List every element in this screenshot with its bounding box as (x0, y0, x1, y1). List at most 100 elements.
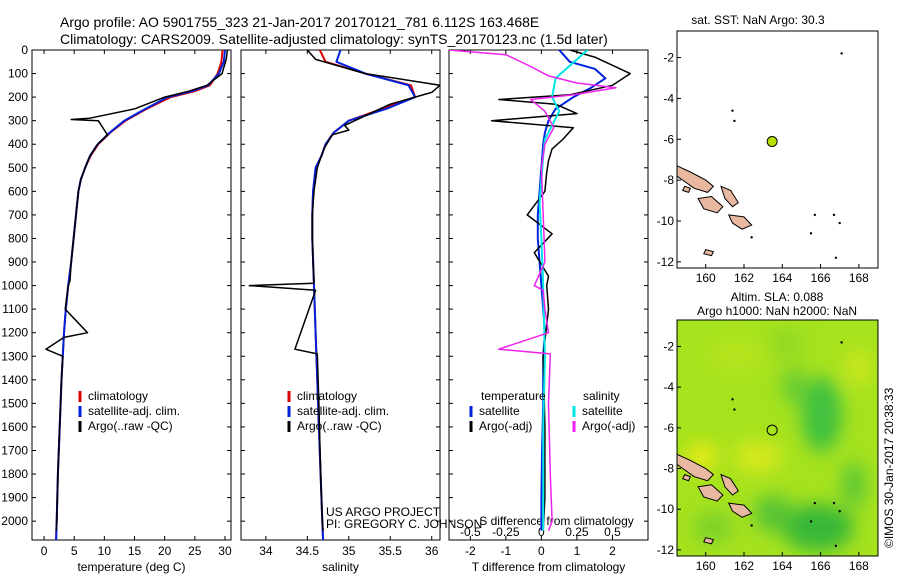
temperature-argo-adj-line (490, 50, 631, 531)
x2-tick-label: 0.5 (604, 525, 621, 539)
temperature-satellite-line (536, 50, 607, 531)
y-tick-label: 100 (8, 67, 28, 81)
x-tick-label: 35.5 (379, 544, 403, 558)
y-tick-label: -8 (663, 462, 674, 476)
islet-dot (834, 256, 838, 259)
x-tick-label: 162 (734, 271, 754, 285)
islet-dot (813, 501, 817, 505)
islet-dot (840, 52, 843, 55)
temperature-panel: 0 5 10 15 20 25 300100200300400500600700800900… (1, 43, 232, 574)
island-shape (703, 249, 715, 257)
islet-dot (840, 341, 843, 344)
sla-field (677, 320, 878, 556)
x-tick-label: 34 (259, 544, 273, 558)
legend-label: climatology (88, 389, 148, 403)
y-tick-label: 1900 (1, 491, 28, 505)
title-line-1: Argo profile: AO 5901755_323 21-Jan-2017… (60, 14, 540, 30)
salinity-panel: 34 34.5 35 35.5 36 salinity climatologysatelli… (240, 49, 441, 574)
y-tick-label: 400 (8, 137, 28, 151)
islet-dot (733, 119, 736, 123)
x2-tick-label: -0.5 (460, 525, 481, 539)
sla-map-panel: 160 162 164 166 168 -2 -4 -6 -8 -10 -12 Altim. SLA:… (657, 290, 879, 573)
argo-float-marker (766, 136, 778, 148)
x-tick-label: 10 (98, 544, 112, 558)
islet-dot (834, 544, 838, 548)
salinity-argo-adj-line (449, 50, 617, 531)
x-tick-label: 164 (772, 271, 792, 285)
y-tick-label: 700 (8, 208, 28, 222)
satellite-adj-clim-line (311, 50, 417, 540)
x-tick-label: 34.5 (296, 544, 320, 558)
islet-dot (809, 520, 813, 523)
legend-label: Argo(-adj) (479, 419, 532, 433)
island-shape (703, 537, 715, 545)
y-tick-label: -2 (663, 51, 674, 65)
y-tick-label: 0 (21, 43, 28, 57)
y-tick-label: -4 (663, 380, 674, 394)
islet-dot (731, 398, 734, 401)
y-tick-label: 300 (8, 114, 28, 128)
satellite-adj-clim-line (55, 50, 226, 540)
x-tick-label: 164 (772, 559, 792, 573)
x-tick-label: 2 (609, 544, 616, 558)
climatology-line (55, 50, 224, 540)
legend-label: satellite (582, 404, 623, 418)
argo-raw-qc-line (45, 50, 229, 531)
island-shape (697, 195, 724, 214)
islet-dot (813, 213, 817, 217)
islet-dot (809, 232, 813, 235)
y-tick-label: -4 (663, 91, 674, 105)
x-tick-label: 20 (158, 544, 172, 558)
x-tick-label: 36 (425, 544, 439, 558)
series-group (45, 50, 229, 540)
island-shape (682, 473, 692, 482)
y-tick-label: 2000 (1, 514, 28, 528)
credit-line-2: PI: GREGORY C. JOHNSON (326, 517, 482, 531)
copyright-label: ©IMOS 30-Jan-2017 20:38:33 (882, 387, 896, 548)
islet-dot (832, 213, 836, 217)
y-tick-label: 200 (8, 90, 28, 104)
argo-float-marker (766, 424, 778, 436)
x-tick-label: 15 (128, 544, 142, 558)
legend-label: Argo(-adj) (582, 419, 635, 433)
x-tick-label: 30 (218, 544, 232, 558)
sla-map-subtitle: Argo h1000: NaN h2000: NaN (697, 304, 857, 318)
island-shape (720, 473, 739, 496)
argo-raw-qc-line (248, 50, 440, 531)
y-tick-label: 600 (8, 184, 28, 198)
x-tick-label: 5 (71, 544, 78, 558)
x2-tick-label: -0.25 (492, 525, 520, 539)
y-tick-label: 1600 (1, 420, 28, 434)
y-tick-label: -2 (663, 339, 674, 353)
legend-label: satellite (479, 404, 520, 418)
islet-dot (750, 236, 753, 239)
y-tick-label: 1000 (1, 279, 28, 293)
x-tick-label: 25 (188, 544, 202, 558)
x-tick-label: 0 (41, 544, 48, 558)
x-tick-label: 1 (574, 544, 581, 558)
difference-panel: -2 -1 0 1 2 -0.5 -0.25 0 0.25 0.5S difference fro… (448, 49, 649, 574)
x2-tick-label: 0 (538, 525, 545, 539)
legend-label: satellite-adj. clim. (297, 404, 389, 418)
y-tick-label: 1700 (1, 443, 28, 457)
sla-map-title: Altim. SLA: 0.088 (731, 290, 824, 304)
x2-axis-label: S difference from climatology (479, 514, 634, 528)
x-tick-label: 166 (811, 559, 831, 573)
island-shape (720, 185, 739, 208)
x-axis-label: temperature (deg C) (77, 560, 185, 574)
island-shape (727, 502, 753, 518)
y-tick-label: -10 (657, 502, 675, 516)
islet-dot (733, 408, 736, 411)
x-tick-label: 0 (538, 544, 545, 558)
x-tick-label: 168 (849, 559, 869, 573)
series-group (248, 50, 440, 540)
y-tick-label: 1400 (1, 373, 28, 387)
x-axis-label: T difference from climatology (472, 560, 626, 574)
y-tick-label: 500 (8, 161, 28, 175)
island-shape (727, 214, 753, 230)
x-tick-label: 166 (811, 271, 831, 285)
x-tick-label: -2 (465, 544, 476, 558)
y-tick-label: -10 (657, 214, 675, 228)
island-shape (697, 484, 724, 502)
x-tick-label: 160 (696, 559, 716, 573)
